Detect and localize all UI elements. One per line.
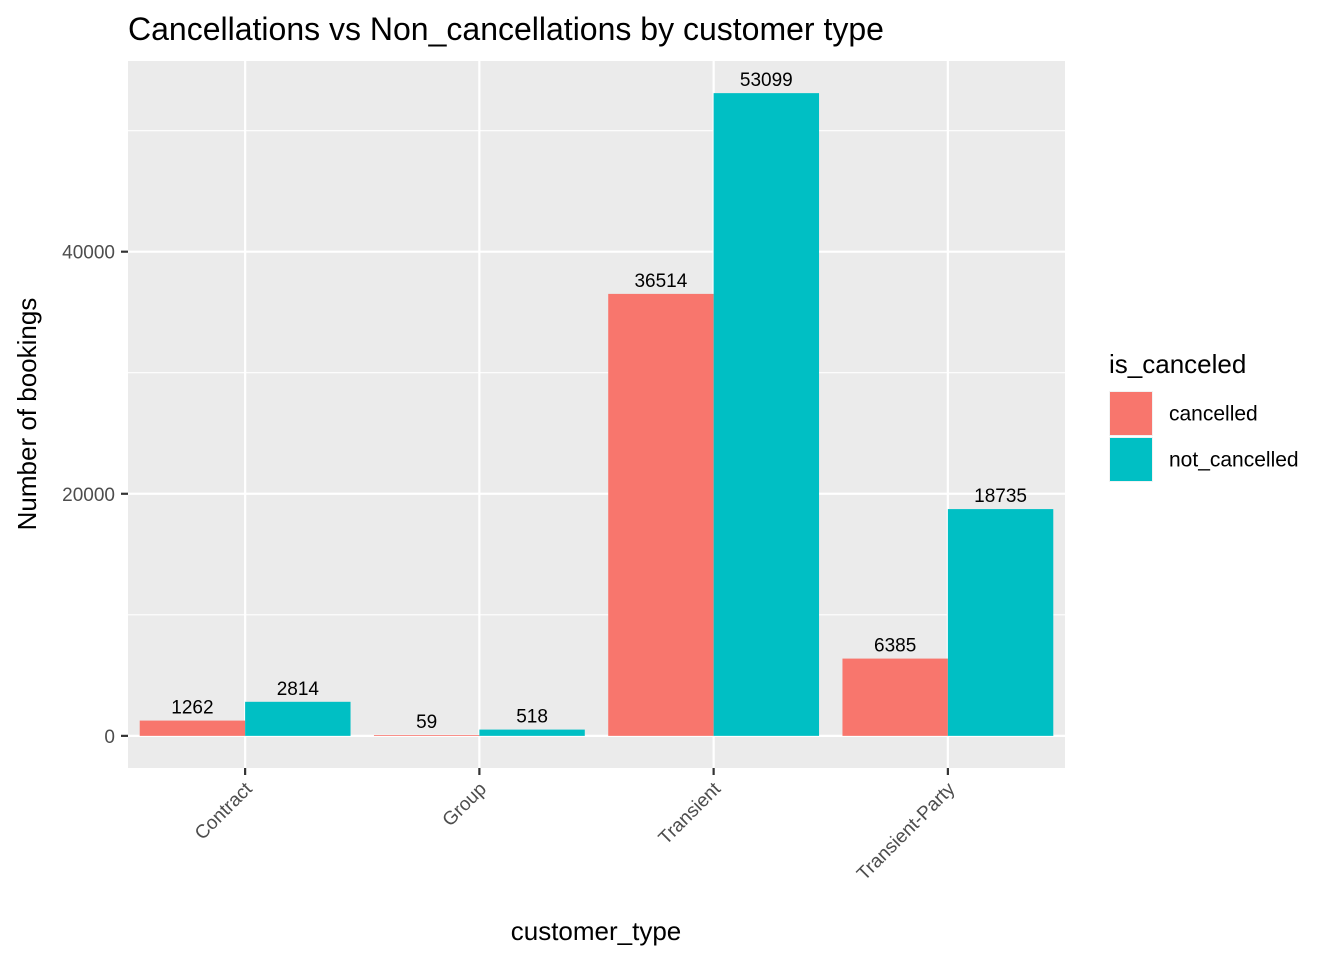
x-tick-label-transient-party: Transient-Party (853, 778, 960, 885)
y-tick-label: 20000 (62, 485, 115, 506)
bar-not_cancelled-transient-party (947, 509, 1054, 736)
x-tick-label-group: Group (439, 779, 491, 831)
x-tick-label-transient: Transient (655, 778, 726, 849)
bar-cancelled-transient-party (842, 658, 948, 736)
minor-gridlines (128, 130, 1065, 616)
bar-label-not_cancelled-transient: 53099 (740, 70, 793, 91)
y-tick-label: 40000 (62, 243, 115, 264)
x-axis-title: customer_type (511, 916, 682, 946)
y-tick-label: 0 (104, 727, 115, 748)
legend: is_canceled cancelled not_cancelled (1109, 349, 1299, 482)
bar-label-not_cancelled-transient-party: 18735 (974, 486, 1027, 507)
bar-label-not_cancelled-contract: 2814 (277, 679, 320, 700)
bar-labels: 1262 2814 59 518 36514 53099 6385 18735 (171, 70, 1027, 733)
legend-label-not_cancelled: not_cancelled (1169, 449, 1299, 472)
bar-not_cancelled-contract (245, 701, 351, 736)
bar-label-cancelled-transient-party: 6385 (874, 636, 916, 657)
legend-swatch-not_cancelled (1110, 438, 1152, 481)
bar-label-cancelled-group: 59 (416, 712, 437, 733)
bar-cancelled-transient (608, 293, 714, 736)
plot-panel (128, 61, 1065, 768)
x-tick-label-contract: Contract (191, 778, 257, 844)
bar-not_cancelled-transient (713, 93, 820, 736)
bar-cancelled-group (373, 735, 480, 736)
chart-title: Cancellations vs Non_cancellations by cu… (128, 11, 884, 47)
x-axis: Contract Group Transient Transient-Party (191, 768, 960, 885)
bars (139, 93, 1054, 736)
legend-title: is_canceled (1109, 349, 1246, 379)
bar-label-cancelled-transient: 36514 (634, 271, 687, 292)
y-axis-title: Number of bookings (12, 298, 42, 531)
y-axis: 0 20000 40000 (62, 243, 128, 748)
bar-label-not_cancelled-group: 518 (516, 707, 548, 728)
legend-swatch-cancelled (1110, 392, 1152, 435)
legend-label-cancelled: cancelled (1169, 403, 1258, 426)
bar-label-cancelled-contract: 1262 (171, 698, 213, 719)
bar-cancelled-contract (139, 720, 246, 736)
bar-not_cancelled-group (479, 729, 585, 736)
